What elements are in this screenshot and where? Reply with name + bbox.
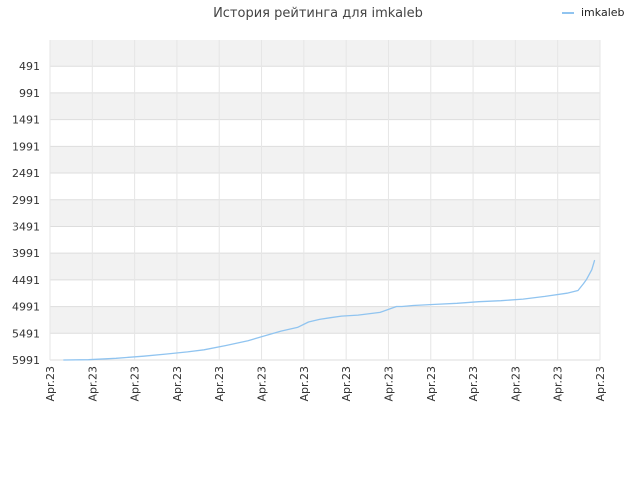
x-tick-label: Apr.23: [425, 366, 438, 402]
grid-band: [50, 40, 600, 67]
grid-band: [50, 279, 600, 307]
grid-band: [50, 333, 600, 360]
x-tick-label: Apr.23: [340, 366, 353, 402]
x-tick-label: Apr.23: [594, 366, 607, 402]
y-tick-label: 4991: [12, 301, 40, 314]
legend-label-imkaleb: imkaleb: [581, 6, 625, 19]
x-tick-label: Apr.23: [171, 366, 184, 402]
x-tick-label: Apr.23: [509, 366, 522, 402]
x-tick-label: Apr.23: [298, 366, 311, 402]
chart-title: История рейтинга для imkaleb: [213, 6, 423, 21]
grid-band: [50, 226, 600, 254]
y-tick-label: 991: [19, 87, 40, 100]
x-axis-ticks: Apr.23 Apr.23 Apr.23 Apr.23 Apr.23 Apr.23 Apr.…: [44, 366, 607, 402]
x-tick-label: Apr.23: [467, 366, 480, 402]
y-tick-label: 5491: [12, 327, 40, 340]
y-tick-label: 4491: [12, 274, 40, 287]
grid-lines: [49, 40, 601, 361]
grid-band: [50, 66, 600, 93]
y-tick-label: 491: [19, 60, 40, 73]
x-tick-label: Apr.23: [256, 366, 269, 402]
legend: imkaleb: [562, 6, 625, 19]
y-tick-label: 5991: [12, 354, 40, 367]
grid-band: [50, 199, 600, 227]
x-tick-label: Apr.23: [44, 366, 57, 402]
x-tick-label: Apr.23: [552, 366, 565, 402]
series-line-imkaleb: [63, 259, 596, 361]
grid-band: [50, 92, 600, 120]
grid-band: [50, 146, 600, 174]
y-tick-label: 2491: [12, 167, 40, 180]
y-tick-label: 1491: [12, 114, 40, 127]
y-tick-label: 3491: [12, 220, 40, 233]
y-tick-label: 3991: [12, 247, 40, 260]
y-tick-label: 1991: [12, 140, 40, 153]
grid-band: [50, 173, 600, 200]
x-tick-label: Apr.23: [86, 366, 99, 402]
grid-bands: [50, 40, 600, 360]
grid-band: [50, 253, 600, 280]
y-axis-ticks: 491 991 1491 1991 2491 2991 3491 3991 4491 4991 54…: [12, 60, 40, 367]
x-tick-label: Apr.23: [129, 366, 142, 402]
x-tick-label: Apr.23: [213, 366, 226, 402]
x-tick-label: Apr.23: [382, 366, 395, 402]
grid-band: [50, 306, 600, 334]
grid-band: [50, 119, 600, 147]
series-layer: [63, 259, 596, 361]
y-tick-label: 2991: [12, 194, 40, 207]
